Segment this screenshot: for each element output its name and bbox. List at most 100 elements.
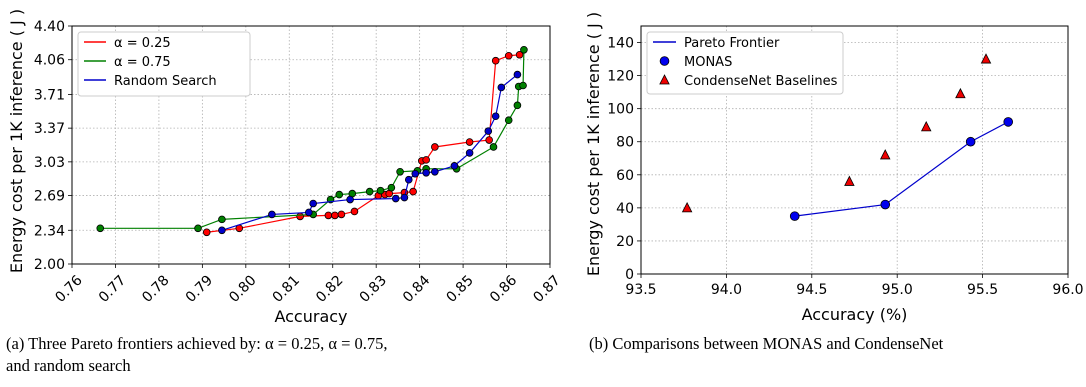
chart-a-legend-label: Random Search bbox=[114, 74, 217, 89]
chart-a-tick-label-x: 0.82 bbox=[313, 272, 346, 305]
chart-a-tick-label-x: 0.78 bbox=[139, 272, 172, 305]
chart-a-tick-label-y: 4.40 bbox=[34, 19, 65, 35]
chart-a-series-alpha-025-point bbox=[491, 56, 500, 65]
chart-a-x-axis-label: Accuracy bbox=[274, 307, 347, 325]
chart-a-tick-label-y: 2.00 bbox=[34, 257, 65, 273]
chart-a-series-random-search-point bbox=[491, 112, 500, 121]
chart-a-series-alpha-025-point bbox=[504, 51, 513, 60]
chart-b-x-axis-label: Accuracy (%) bbox=[802, 305, 908, 324]
chart-b-monas-point bbox=[965, 136, 976, 147]
chart-a-series-alpha-025-point bbox=[350, 207, 359, 216]
chart-b-tick-label-y: 0 bbox=[625, 267, 634, 283]
chart-b-condensenet-point bbox=[980, 53, 992, 64]
chart-a-tick-label-x: 0.86 bbox=[487, 272, 520, 305]
chart-a-tick-label-x: 0.76 bbox=[52, 272, 85, 305]
chart-b-tick-label-y: 140 bbox=[607, 36, 634, 52]
chart-b-tick-label-y: 120 bbox=[607, 69, 634, 85]
chart-a-series-random-search-point bbox=[391, 194, 400, 203]
chart-b-tick-label-y: 20 bbox=[616, 234, 634, 250]
chart-a-tick-label-x: 0.79 bbox=[183, 272, 216, 305]
chart-a-legend-label: α = 0.25 bbox=[114, 36, 171, 51]
chart-a-series-random-search-point bbox=[346, 195, 354, 204]
chart-a-series-alpha-025-point bbox=[422, 156, 430, 164]
chart-a-series-random-search-point bbox=[404, 175, 413, 184]
chart-a-series-random-search-point bbox=[422, 168, 430, 177]
chart-a-series-alpha-075-point bbox=[218, 215, 226, 224]
chart-a-series-alpha-075-point bbox=[504, 116, 513, 125]
chart-a-series-alpha-075-point bbox=[519, 81, 527, 90]
chart-a-tick-label-x: 0.87 bbox=[530, 272, 563, 305]
chart-b-legend-swatch-circle bbox=[659, 56, 670, 66]
chart-b-tick-label-x: 96.0 bbox=[1052, 282, 1083, 298]
chart-b-tick-label-y: 100 bbox=[607, 102, 634, 118]
caption-a-line1: (a) Three Pareto frontiers achieved by: … bbox=[6, 334, 388, 353]
chart-b-condensenet-point bbox=[844, 175, 855, 186]
chart-b-tick-label-y: 80 bbox=[616, 135, 634, 151]
chart-a-series-alpha-075-point bbox=[387, 183, 396, 192]
chart-b-plot-frame bbox=[640, 25, 1069, 275]
chart-a-series-alpha-075-point bbox=[513, 101, 522, 110]
chart-a-tick-label-y: 3.37 bbox=[34, 121, 65, 137]
chart-a-legend: α = 0.25 α = 0.75 Random Search bbox=[77, 31, 251, 97]
chart-a-tick-label-x: 0.84 bbox=[400, 272, 433, 305]
chart-a-legend-label: α = 0.75 bbox=[114, 55, 171, 70]
chart-b-monas-point bbox=[1003, 117, 1014, 127]
chart-a-series-alpha-075-point bbox=[96, 224, 105, 233]
caption-b-line1: (b) Comparisons between MONAS and Conden… bbox=[589, 334, 944, 353]
chart-b-legend-label: Pareto Frontier bbox=[684, 36, 780, 51]
chart-a-series-alpha-075-point bbox=[335, 190, 344, 199]
chart-a-tick-label-y: 2.69 bbox=[34, 189, 65, 205]
chart-b-condensenet-point bbox=[879, 149, 891, 160]
chart-a-tick-label-y: 3.03 bbox=[34, 155, 65, 171]
chart-b-tick-label-x: 94.0 bbox=[711, 282, 742, 298]
chart-a-tick-label-y: 3.71 bbox=[34, 87, 65, 103]
chart-a-tick-label-x: 0.85 bbox=[443, 272, 476, 305]
chart-a-tick-label-x: 0.83 bbox=[357, 272, 390, 305]
chart-b-tick-label-y: 60 bbox=[616, 168, 634, 184]
chart-a-series-alpha-075-point bbox=[376, 186, 385, 195]
chart-a-series-alpha-025-point bbox=[337, 210, 346, 219]
chart-a-series-random-search-point bbox=[431, 167, 439, 176]
chart-b-tick-label-x: 95.0 bbox=[882, 282, 913, 298]
chart-a-series-random-search-point bbox=[268, 210, 276, 219]
chart-a-pareto-frontiers: 0.76 0.77 0.78 0.79 0.80 0.81 0.82 0.83 0.84 0.85… bbox=[7, 9, 564, 325]
chart-a-series-alpha-025-point bbox=[515, 50, 524, 59]
chart-b-legend-box bbox=[646, 31, 844, 95]
chart-a-series-alpha-025-point bbox=[465, 138, 474, 146]
chart-b-monas-vs-condensenet: 93.5 94.0 94.5 95.0 95.5 96.0 0 20 40 60 80 100 120 1… bbox=[584, 12, 1084, 324]
chart-b-tick-label-x: 94.5 bbox=[796, 282, 827, 298]
chart-b-monas-point bbox=[789, 211, 800, 221]
chart-a-y-axis-label: Energy cost per 1K inference ( J ) bbox=[7, 9, 26, 273]
chart-b-y-axis-label: Energy cost per 1K inference ( J ) bbox=[584, 12, 603, 276]
chart-a-legend-box bbox=[77, 31, 251, 97]
chart-b-tick-label-x: 93.5 bbox=[625, 282, 656, 298]
chart-a-series-random-search-point bbox=[218, 226, 226, 235]
chart-a-series-random-search-point bbox=[465, 149, 474, 157]
chart-a-series-alpha-025-point bbox=[202, 228, 211, 237]
chart-a-series-random-search-point bbox=[513, 70, 522, 79]
chart-a-series-random-search-point bbox=[309, 199, 317, 208]
chart-a-series-random-search-point bbox=[450, 162, 459, 170]
chart-a-series-random-search-point bbox=[497, 83, 506, 92]
chart-a-series-alpha-075-point bbox=[520, 45, 528, 54]
chart-a-series-alpha-025-point bbox=[409, 187, 417, 196]
chart-a-series-random-search-point bbox=[305, 208, 313, 217]
chart-a-series-alpha-025-point bbox=[324, 211, 333, 220]
figure-canvas: 0.76 0.77 0.78 0.79 0.80 0.81 0.82 0.83 0.84 0.85… bbox=[7, 9, 1084, 325]
chart-b-condensenet-point bbox=[920, 120, 932, 132]
chart-a-plot-frame bbox=[71, 25, 551, 265]
chart-a-series-alpha-075-point bbox=[365, 187, 374, 196]
chart-a-series-alpha-025-point bbox=[331, 211, 339, 220]
chart-a-tick-label-x: 0.81 bbox=[270, 272, 303, 305]
caption-a-line2: and random search bbox=[6, 356, 131, 375]
chart-a-tick-label-x: 0.77 bbox=[96, 272, 129, 305]
chart-a-tick-label-x: 0.80 bbox=[226, 272, 259, 305]
chart-a-series-alpha-075-point bbox=[194, 224, 202, 233]
chart-a-series-alpha-025-point bbox=[485, 136, 493, 144]
chart-a-tick-label-y: 4.06 bbox=[34, 53, 65, 69]
chart-b-condensenet-point bbox=[955, 87, 966, 99]
chart-b-condensenet-point bbox=[681, 201, 693, 213]
chart-b-pareto-frontier-line bbox=[794, 121, 1009, 217]
chart-a-series-random-search-point bbox=[411, 169, 420, 178]
chart-a-tick-label-y: 2.34 bbox=[34, 223, 65, 239]
